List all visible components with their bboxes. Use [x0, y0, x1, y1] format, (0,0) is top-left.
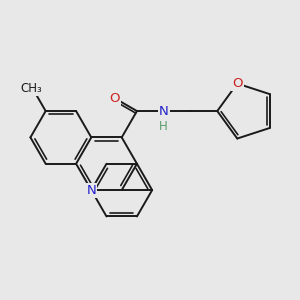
- Text: O: O: [232, 77, 242, 90]
- Text: N: N: [159, 104, 169, 118]
- Text: CH₃: CH₃: [20, 82, 42, 95]
- Text: N: N: [86, 184, 96, 196]
- Text: H: H: [159, 120, 168, 133]
- Text: N: N: [86, 184, 96, 196]
- Text: O: O: [109, 92, 120, 105]
